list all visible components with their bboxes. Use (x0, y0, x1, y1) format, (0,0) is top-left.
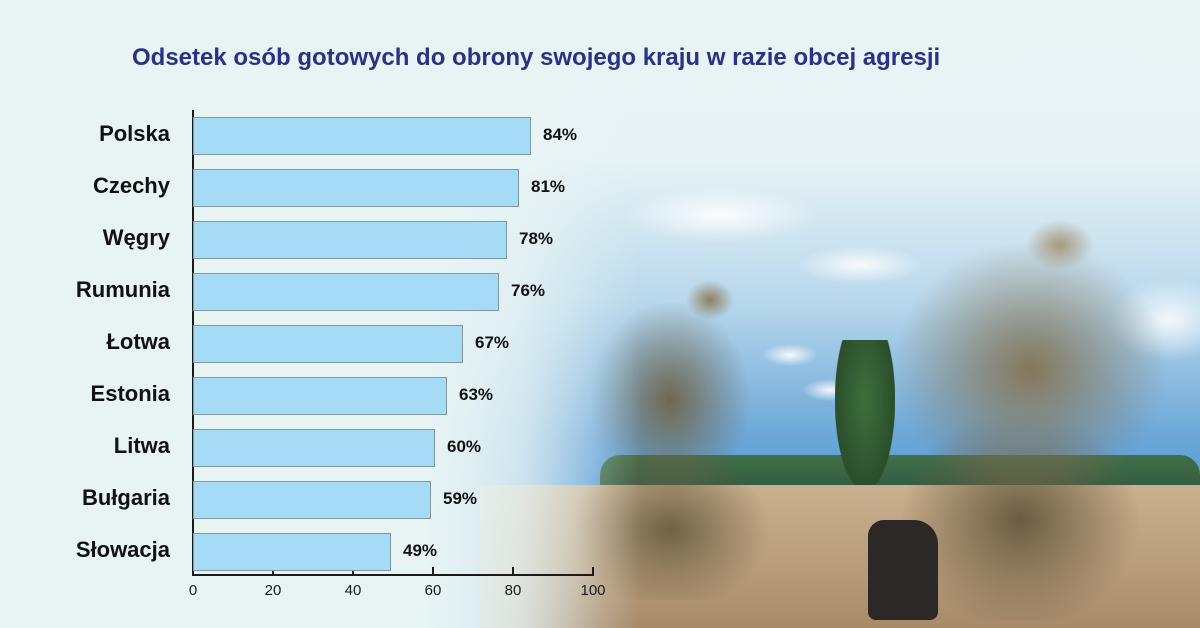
x-tick (432, 567, 434, 575)
category-label: Bułgaria (81, 485, 170, 510)
category-label: Litwa (113, 433, 170, 458)
bar (193, 429, 435, 467)
x-tick (352, 567, 354, 575)
x-tick-label: 40 (344, 582, 362, 599)
bar-row: Węgry 78% (0, 221, 700, 259)
category-label: Węgry (102, 225, 170, 250)
category-label: Estonia (90, 381, 170, 406)
bar-row: Rumunia 76% (0, 273, 700, 311)
value-label: 76% (511, 281, 546, 300)
value-label: 59% (443, 489, 478, 508)
x-tick-label: 20 (264, 582, 282, 599)
value-label: 60% (447, 437, 482, 456)
bar (193, 221, 507, 259)
bar-row: Łotwa 67% (0, 325, 700, 363)
chart-title: Odsetek osób gotowych do obrony swojego … (0, 44, 1200, 72)
category-label: Łotwa (106, 329, 170, 354)
value-label: 49% (403, 541, 438, 560)
bar-row: Litwa 60% (0, 429, 700, 467)
value-label: 63% (459, 385, 494, 404)
category-label: Rumunia (75, 277, 170, 302)
chart-title-text: Odsetek osób gotowych do obrony swojego … (132, 44, 941, 71)
bar-row: Polska 84% (0, 117, 700, 155)
x-tick (272, 567, 274, 575)
category-label: Słowacja (75, 537, 170, 562)
value-label: 84% (543, 125, 578, 144)
x-tick (512, 567, 514, 575)
value-label: 81% (531, 177, 566, 196)
value-label: 67% (475, 333, 510, 352)
bar-row: Słowacja 49% (0, 533, 700, 571)
x-tick-label: 0 (188, 582, 198, 599)
category-label: Polska (99, 121, 170, 146)
x-tick-label: 100 (580, 582, 606, 599)
x-tick (592, 567, 594, 575)
bar (193, 377, 447, 415)
x-axis-line (192, 574, 594, 576)
bar (193, 117, 531, 155)
x-tick-label: 60 (424, 582, 442, 599)
bar (193, 481, 431, 519)
bar (193, 169, 519, 207)
bar-row: Czechy 81% (0, 169, 700, 207)
category-label: Czechy (92, 173, 170, 198)
x-tick-label: 80 (504, 582, 522, 599)
bar (193, 325, 463, 363)
bar-row: Bułgaria 59% (0, 481, 700, 519)
value-label: 78% (519, 229, 554, 248)
bar-row: Estonia 63% (0, 377, 700, 415)
bar (193, 273, 499, 311)
bar (193, 533, 391, 571)
